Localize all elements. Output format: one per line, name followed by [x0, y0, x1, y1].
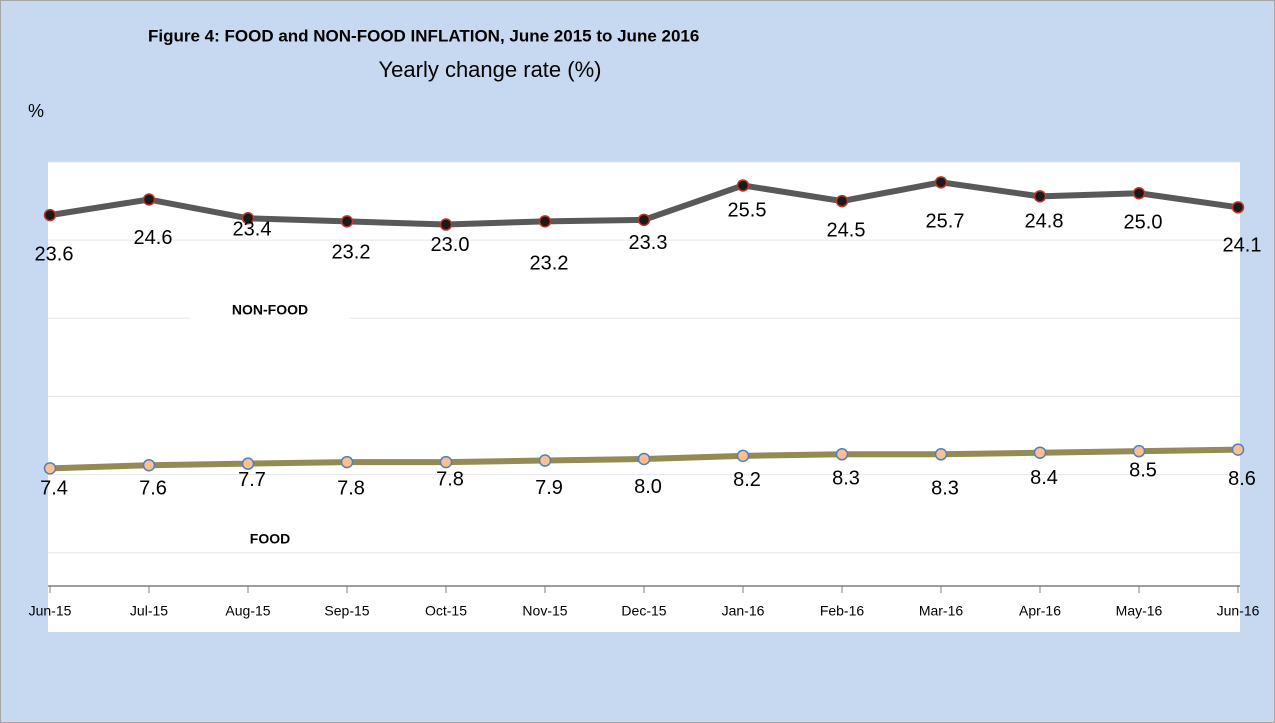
data-label: 7.4 — [40, 478, 68, 500]
data-label: 7.7 — [238, 469, 266, 491]
data-point — [934, 176, 948, 189]
y-axis-label: % — [28, 101, 44, 121]
data-point — [1231, 443, 1245, 456]
data-point — [934, 448, 948, 461]
data-point — [1132, 444, 1146, 458]
series-name: NON-FOOD — [232, 302, 308, 318]
data-label: 8.2 — [733, 469, 761, 491]
data-point — [43, 462, 57, 475]
data-point — [1033, 190, 1047, 203]
x-tick-label: Sep-15 — [324, 603, 369, 619]
data-point — [142, 458, 156, 472]
series-name-box — [190, 528, 350, 552]
data-point — [835, 194, 849, 208]
data-point — [1231, 201, 1245, 214]
x-tick-label: Mar-16 — [919, 603, 964, 619]
data-label: 24.5 — [827, 219, 866, 241]
data-point — [142, 193, 156, 206]
data-point — [43, 208, 57, 222]
data-point — [340, 455, 354, 469]
chart-title: Figure 4: FOOD and NON-FOOD INFLATION, J… — [148, 26, 699, 45]
data-label: 23.2 — [530, 253, 569, 275]
data-label: 8.5 — [1129, 459, 1157, 481]
data-label: 8.4 — [1030, 467, 1058, 489]
x-tick-label: Jan-16 — [722, 603, 765, 619]
x-tick-label: Jul-15 — [130, 603, 168, 619]
data-label: 23.3 — [629, 232, 668, 254]
data-label: 23.2 — [332, 242, 371, 264]
x-tick-label: Jun-16 — [1217, 603, 1260, 619]
data-label: 8.3 — [832, 468, 860, 490]
data-label: 7.8 — [436, 468, 464, 490]
data-label: 23.6 — [35, 243, 74, 265]
x-tick-label: Aug-15 — [225, 603, 270, 619]
data-point — [1033, 446, 1047, 459]
x-tick-label: Oct-15 — [425, 603, 467, 619]
data-point — [439, 455, 453, 469]
x-tick-label: Nov-15 — [522, 603, 567, 619]
data-label: 25.0 — [1124, 212, 1163, 234]
data-point — [241, 457, 255, 470]
data-point — [538, 454, 552, 467]
data-point — [637, 452, 651, 466]
series-name-box — [190, 299, 350, 323]
x-tick-label: Feb-16 — [820, 603, 865, 619]
data-label: 8.0 — [634, 476, 662, 498]
data-label: 25.7 — [926, 211, 965, 233]
x-tick-label: Apr-16 — [1019, 603, 1061, 619]
data-point — [637, 213, 651, 227]
data-point — [340, 215, 354, 228]
series-name: FOOD — [250, 531, 290, 547]
x-tick-label: Dec-15 — [621, 603, 666, 619]
data-point — [538, 215, 552, 228]
data-point — [439, 218, 453, 231]
data-label: 24.1 — [1223, 235, 1262, 257]
x-tick-label: May-16 — [1116, 603, 1163, 619]
data-point — [1132, 187, 1146, 200]
chart-subtitle: Yearly change rate (%) — [379, 57, 602, 82]
data-label: 24.8 — [1025, 211, 1064, 233]
data-label: 8.6 — [1228, 468, 1256, 490]
data-label: 25.5 — [728, 200, 767, 222]
data-label: 7.6 — [139, 477, 167, 499]
data-label: 23.4 — [233, 219, 272, 241]
data-label: 24.6 — [134, 227, 173, 249]
data-point — [736, 179, 750, 192]
data-point — [835, 448, 849, 461]
data-point — [241, 212, 255, 225]
data-label: 7.9 — [535, 477, 563, 499]
data-point — [736, 449, 750, 463]
data-label: 8.3 — [931, 478, 959, 500]
x-tick-label: Jun-15 — [29, 603, 72, 619]
data-label: 23.0 — [431, 234, 470, 256]
data-label: 7.8 — [337, 477, 365, 499]
